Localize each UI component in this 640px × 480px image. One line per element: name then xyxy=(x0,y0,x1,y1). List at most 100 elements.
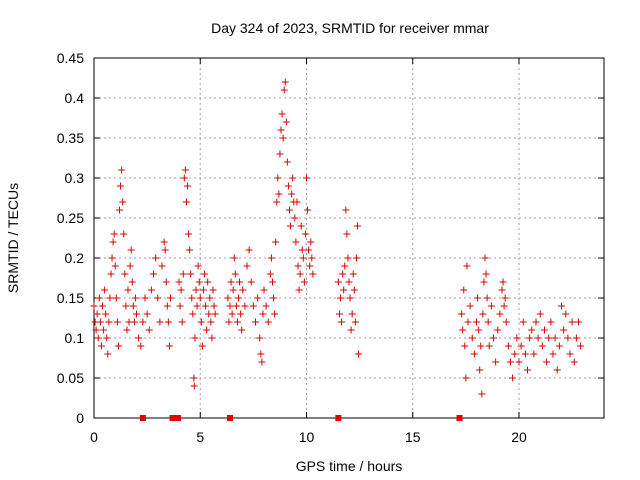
data-point xyxy=(237,310,245,318)
data-point xyxy=(243,262,251,270)
data-point xyxy=(536,310,544,318)
data-point xyxy=(188,294,196,302)
data-point xyxy=(102,310,110,318)
data-point xyxy=(158,262,166,270)
data-point xyxy=(558,302,565,310)
data-point xyxy=(474,294,482,302)
data-point xyxy=(564,334,572,342)
data-point xyxy=(530,350,538,358)
data-point xyxy=(137,342,145,350)
data-point xyxy=(545,334,553,342)
data-point xyxy=(249,302,257,310)
data-point xyxy=(307,238,315,246)
data-point xyxy=(275,190,283,198)
x-tick-label: 15 xyxy=(405,429,421,445)
data-point xyxy=(122,302,130,310)
data-point xyxy=(180,174,188,182)
data-point xyxy=(97,342,105,350)
data-point xyxy=(272,238,280,246)
data-point xyxy=(541,326,548,334)
data-point xyxy=(287,222,295,230)
data-point xyxy=(478,390,486,398)
data-point xyxy=(197,318,205,326)
data-point xyxy=(203,326,211,334)
data-point xyxy=(189,310,197,318)
data-point xyxy=(354,222,361,230)
data-point xyxy=(577,342,585,350)
data-point xyxy=(501,294,509,302)
data-point xyxy=(570,358,578,366)
data-point xyxy=(202,302,210,310)
data-point xyxy=(344,254,352,262)
data-point xyxy=(524,366,531,374)
data-point xyxy=(349,270,357,278)
data-point xyxy=(334,278,342,286)
plot-frame xyxy=(93,57,605,419)
y-tick-label: 0.35 xyxy=(57,130,84,146)
data-point xyxy=(239,286,247,294)
data-points xyxy=(90,78,585,421)
data-point xyxy=(532,318,540,326)
data-point xyxy=(123,326,131,334)
data-point xyxy=(233,318,241,326)
data-point xyxy=(282,118,290,126)
axis-ticks: 0 0.05 0.1 0.15 0.2 0.25 0.3 0.35 0.4 0.45 0 5 10 15 2… xyxy=(57,50,604,445)
y-tick-label: 0.45 xyxy=(57,50,84,66)
data-point xyxy=(526,334,534,342)
data-point xyxy=(267,254,275,262)
y-tick-label: 0.1 xyxy=(65,330,85,346)
data-point xyxy=(101,286,109,294)
data-point xyxy=(163,302,171,310)
data-point xyxy=(468,334,476,342)
data-point xyxy=(475,326,483,334)
x-tick-label: 10 xyxy=(299,429,315,445)
data-point xyxy=(470,350,478,358)
data-point xyxy=(466,302,474,310)
data-point xyxy=(182,198,190,206)
data-point xyxy=(538,342,546,350)
data-point xyxy=(199,286,207,294)
data-point xyxy=(103,334,111,342)
data-point xyxy=(266,270,274,278)
data-point xyxy=(277,126,285,134)
y-tick-label: 0.05 xyxy=(57,370,84,386)
data-point xyxy=(135,334,143,342)
data-point xyxy=(476,366,484,374)
data-point xyxy=(128,278,136,286)
data-point xyxy=(473,318,480,326)
data-point xyxy=(346,294,354,302)
data-point xyxy=(99,302,106,310)
data-point xyxy=(164,318,172,326)
data-point xyxy=(262,302,270,310)
data-point xyxy=(297,222,305,230)
data-point xyxy=(107,270,115,278)
data-point xyxy=(178,318,186,326)
y-tick-label: 0 xyxy=(76,410,84,426)
data-point xyxy=(304,206,312,214)
data-point xyxy=(308,254,316,262)
data-point xyxy=(342,206,350,214)
data-point xyxy=(463,262,471,270)
data-point xyxy=(119,198,127,206)
x-tick-label: 20 xyxy=(511,429,527,445)
data-point xyxy=(348,310,356,318)
data-point xyxy=(521,350,529,358)
data-point xyxy=(111,262,119,270)
data-point xyxy=(345,278,353,286)
y-tick-label: 0.3 xyxy=(65,170,85,186)
zero-marker xyxy=(139,415,146,421)
data-point xyxy=(227,278,235,286)
data-point xyxy=(114,342,122,350)
data-point xyxy=(291,214,299,222)
data-point xyxy=(231,270,239,278)
data-point xyxy=(481,254,489,262)
data-point xyxy=(181,166,189,174)
data-point xyxy=(130,318,138,326)
data-point xyxy=(458,310,466,318)
data-point xyxy=(500,302,508,310)
data-point xyxy=(299,254,307,262)
x-tick-label: 0 xyxy=(90,429,98,445)
data-point xyxy=(338,318,346,326)
data-point xyxy=(492,358,500,366)
data-point xyxy=(124,286,132,294)
